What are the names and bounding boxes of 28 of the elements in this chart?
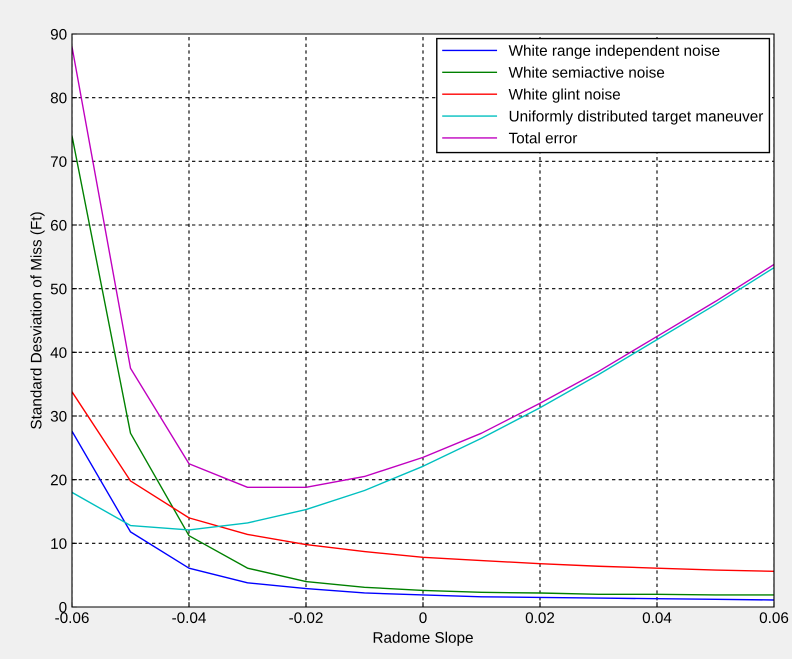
line-series	[72, 430, 774, 601]
y-tick-label: 90	[50, 28, 67, 40]
y-tick-label: 10	[51, 538, 67, 550]
y-tick-label: 30	[50, 410, 67, 422]
line-series	[72, 46, 774, 488]
x-tick-label: -0.06	[55, 612, 89, 624]
legend-label: White glint noise	[508, 88, 620, 103]
x-tick-label: 0.04	[642, 612, 672, 624]
y-tick-label: 60	[50, 220, 67, 231]
x-tick-label: -0.02	[289, 612, 323, 624]
legend-label: Total error	[508, 132, 578, 144]
legend-label: Uniformly distributed target maneuver	[510, 110, 764, 125]
x-tick-label: 0.02	[526, 612, 554, 624]
x-tick-label: 0.06	[760, 612, 788, 624]
line-series	[72, 266, 774, 531]
line-series	[72, 391, 774, 572]
legend-label: White semiactive noise	[508, 66, 664, 78]
y-axis-title: Standard Desviation of Miss (Ft)	[30, 212, 45, 429]
x-axis-title: Radome Slope	[374, 632, 473, 646]
y-tick-label: 0	[59, 602, 67, 613]
y-tick-label: 70	[50, 156, 67, 168]
y-tick-label: 20	[50, 474, 67, 486]
y-tick-label: 80	[50, 92, 67, 104]
x-tick-label: 0	[419, 612, 427, 624]
x-tick-label: -0.04	[172, 612, 206, 624]
y-tick-label: 40	[50, 347, 67, 358]
y-tick-label: 50	[50, 284, 67, 294]
legend-label: White range independent noise	[508, 44, 720, 59]
